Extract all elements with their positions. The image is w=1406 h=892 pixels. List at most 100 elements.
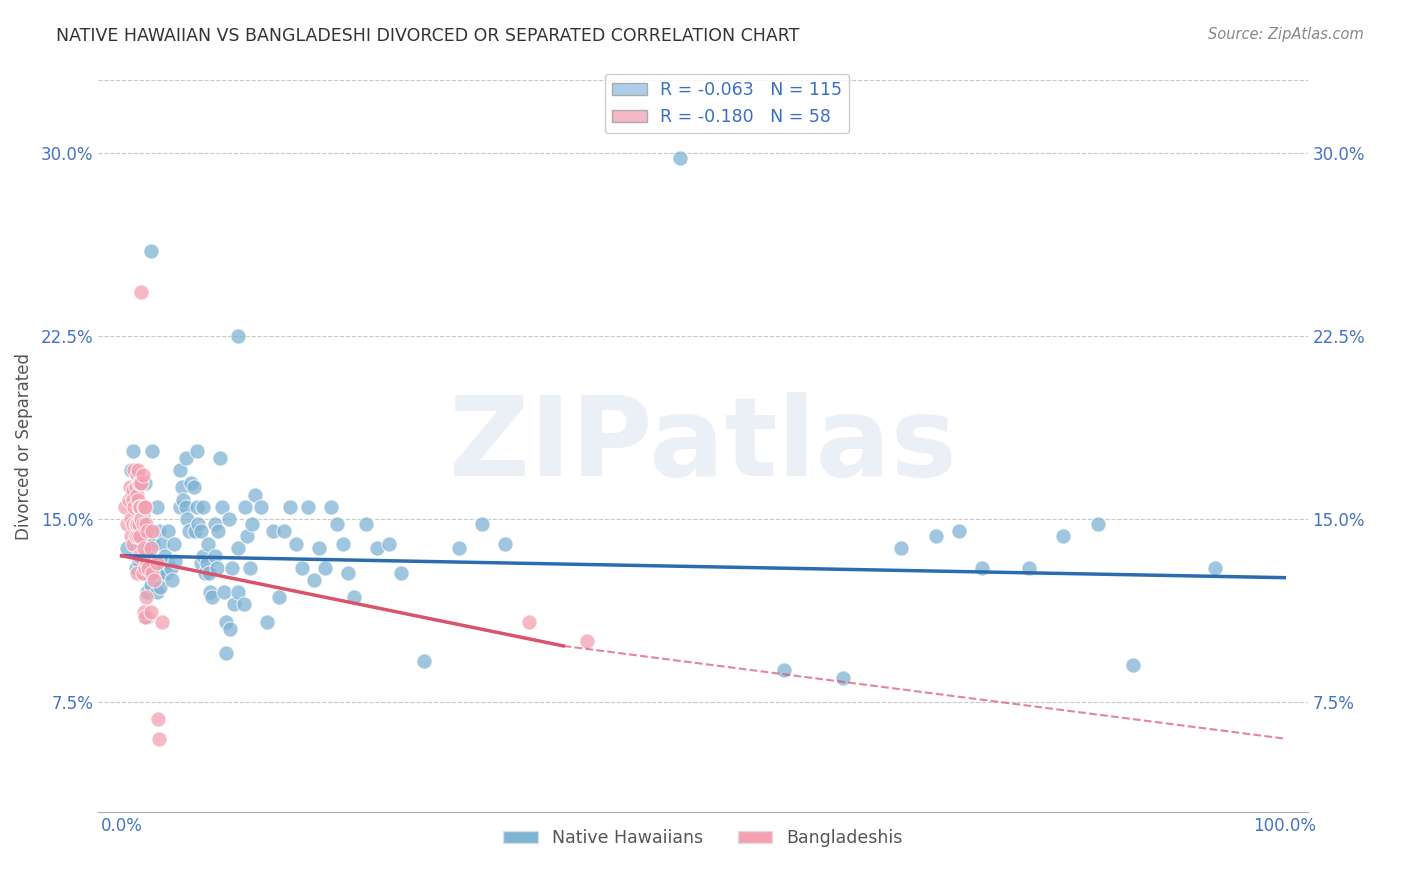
Point [131,536,153,550]
Point [129,529,152,543]
Point [668,151,690,165]
Point [924,529,946,543]
Point [184,524,207,539]
Point [117,541,139,556]
Point [157,556,180,570]
Point [135,590,157,604]
Point [226,585,249,599]
Point [224,598,246,612]
Point [135,516,157,531]
Point [131,512,153,526]
Legend: Native Hawaiians, Bangladeshis: Native Hawaiians, Bangladeshis [496,822,910,855]
Point [150,561,173,575]
Point [128,516,150,531]
Point [118,480,141,494]
Point [948,524,970,539]
Point [267,590,290,604]
Point [212,585,235,599]
Point [198,566,221,580]
Point [139,566,162,580]
Point [120,463,142,477]
Point [131,475,153,490]
Point [197,536,219,550]
Y-axis label: Divorced or Separated: Divorced or Separated [14,352,32,540]
Point [131,516,153,531]
Point [128,500,150,514]
Point [297,500,319,514]
Point [124,480,146,494]
Point [145,561,167,575]
Point [218,512,240,526]
Point [302,573,325,587]
Point [131,524,153,539]
Point [890,541,912,556]
Point [121,488,143,502]
Point [127,463,149,477]
Point [124,561,146,575]
Point [319,500,342,514]
Point [413,654,436,668]
Point [256,615,278,629]
Point [129,500,152,514]
Point [117,516,139,531]
Point [131,285,153,300]
Point [172,480,194,494]
Point [122,443,145,458]
Point [207,524,229,539]
Point [148,524,170,539]
Point [278,500,301,514]
Point [285,536,308,550]
Point [218,622,240,636]
Point [1122,658,1144,673]
Point [970,561,993,575]
Point [157,524,180,539]
Point [118,492,141,507]
Point [122,516,145,531]
Point [179,524,201,539]
Text: NATIVE HAWAIIAN VS BANGLADESHI DIVORCED OR SEPARATED CORRELATION CHART: NATIVE HAWAIIAN VS BANGLADESHI DIVORCED … [56,27,800,45]
Point [174,500,197,514]
Point [221,561,243,575]
Point [245,488,267,502]
Point [146,712,169,726]
Point [389,566,412,580]
Point [226,541,249,556]
Point [132,500,155,514]
Point [138,561,160,575]
Point [134,541,156,556]
Point [128,553,150,567]
Point [201,590,224,604]
Point [122,483,145,497]
Point [136,556,159,570]
Point [149,581,172,595]
Point [131,508,153,522]
Point [354,516,377,531]
Point [773,663,796,677]
Point [141,443,163,458]
Point [127,492,149,507]
Point [128,475,150,490]
Point [169,500,191,514]
Point [122,536,145,550]
Point [471,516,494,531]
Point [131,566,153,580]
Point [149,566,172,580]
Point [120,529,142,543]
Point [114,500,136,514]
Point [124,500,146,514]
Point [134,609,156,624]
Point [150,536,173,550]
Point [150,615,173,629]
Point [153,549,176,563]
Point [134,475,156,490]
Point [831,671,853,685]
Point [134,561,156,575]
Point [141,524,163,539]
Point [239,561,262,575]
Point [314,561,336,575]
Point [132,541,155,556]
Point [128,500,150,514]
Point [139,605,162,619]
Point [215,646,238,660]
Point [155,566,177,580]
